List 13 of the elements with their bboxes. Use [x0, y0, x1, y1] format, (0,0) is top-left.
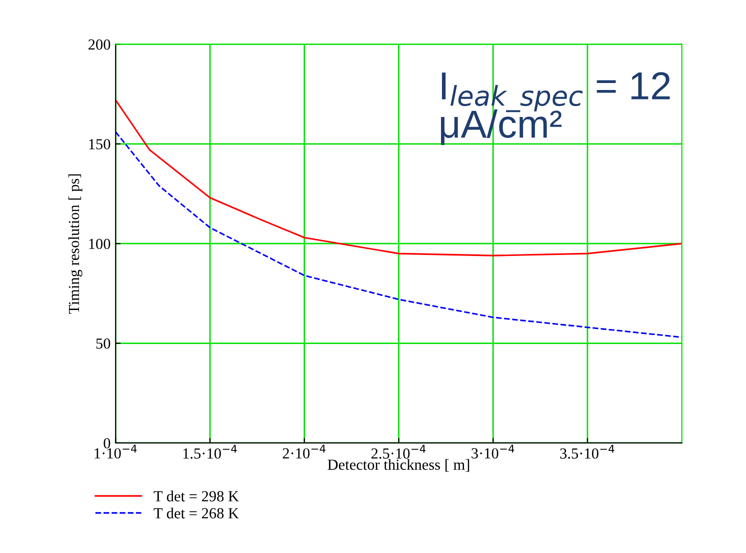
x-tick-label: 1.5·10$^{−4}$ [183, 444, 237, 459]
y-tick-label: 100 [89, 238, 110, 250]
legend-label: T det = 268 K [154, 508, 239, 518]
y-tick-label: 50 [96, 338, 110, 349]
x-axis-title: Detector thickness [ m] [328, 459, 470, 472]
y-tick-label: 150 [89, 139, 110, 150]
x-tick-label: 3·10$^{−4}$ [472, 444, 514, 459]
x-tick-label: 2.5·10$^{−4}$ [371, 444, 426, 459]
legend-label: T det = 298 K [154, 490, 239, 502]
x-tick-label: 3.5·10$^{−4}$ [560, 444, 614, 459]
y-axis-title: Timing resolution [ ps] [68, 174, 82, 314]
x-tick-label: 2·10$^{−4}$ [282, 444, 326, 459]
y-tick-label: 200 [88, 39, 110, 50]
